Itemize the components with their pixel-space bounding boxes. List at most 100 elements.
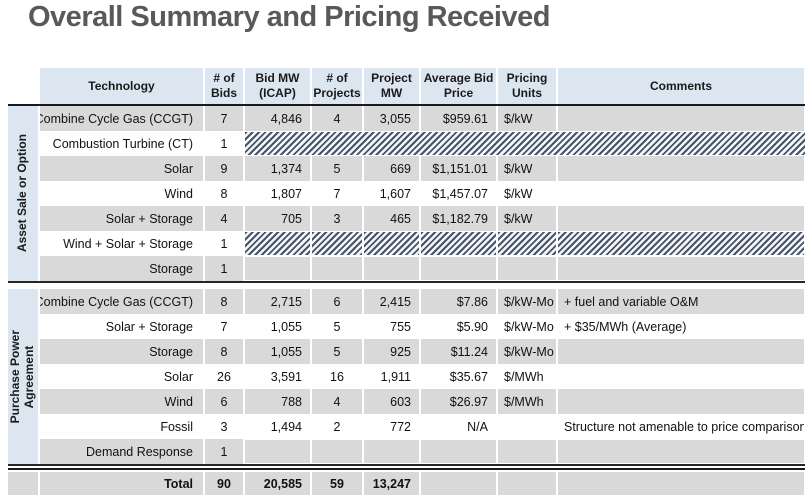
total-label-spacer (8, 472, 38, 495)
hatched-cell (364, 232, 419, 255)
projects-cell: 4 (312, 389, 362, 414)
bid-mw-cell: 2,715 (245, 289, 310, 314)
comments-cell (558, 181, 804, 206)
avg-bid-price-cell: N/A (467, 419, 488, 434)
col-header-num-projects: # of Projects (312, 68, 362, 104)
avg-bid-price-cell: $959.61 (421, 106, 496, 131)
pricing-units-cell: $/kW (498, 106, 556, 131)
bid-mw-cell: 1,807 (270, 186, 302, 201)
section-label-asset-sale-or-option: Asset Sale or Option (8, 106, 38, 281)
technology-cell: Wind (40, 389, 203, 414)
hatched-cell (421, 232, 496, 255)
bid-mw-cell: 1,494 (270, 419, 302, 434)
technology-cell: Solar (163, 369, 193, 384)
technology-cell: Combine Cycle Gas (CCGT) (40, 106, 203, 131)
bids-cell: 8 (205, 289, 243, 314)
hatched-cell (421, 257, 496, 280)
project-mw-cell: 3,055 (364, 106, 419, 131)
bid-mw-cell: 1,055 (245, 339, 310, 364)
section-label-purchase-power-agreement: Purchase Power Agreement (8, 289, 38, 464)
section-purchase-power-agreement: Purchase Power Agreement Combine Cycle Ga… (8, 289, 805, 466)
table-row: Solar 26 3,591 16 1,911 $35.67 $/MWh (40, 364, 805, 389)
table-row: Storage 8 1,055 5 925 $11.24 $/kW-Mo (40, 339, 805, 364)
col-header-average-bid-price: Average Bid Price (421, 68, 496, 104)
hatched-cell (245, 232, 310, 255)
col-header-technology: Technology (40, 68, 203, 104)
avg-bid-price-cell: $11.24 (421, 339, 496, 364)
technology-cell: Solar + Storage (40, 206, 203, 231)
avg-bid-price-cell: $7.86 (421, 289, 496, 314)
bids-cell: 1 (220, 136, 228, 151)
technology-cell: Combine Cycle Gas (CCGT) (40, 289, 203, 314)
hatched-cell (498, 257, 556, 280)
bids-cell: 8 (205, 339, 243, 364)
bids-cell: 7 (220, 319, 228, 334)
technology-cell: Storage (40, 256, 203, 281)
pricing-units-cell: $/kW-Mo (498, 289, 556, 314)
avg-bid-price-cell: $35.67 (449, 369, 488, 384)
hatched-cell (312, 257, 362, 280)
avg-bid-price-cell: $1,151.01 (421, 156, 496, 181)
hatched-cell (498, 440, 556, 463)
comments-cell (558, 156, 804, 181)
comments-cell: + fuel and variable O&M (558, 289, 804, 314)
bids-cell: 6 (205, 389, 243, 414)
table-sections: Asset Sale or Option Combine Cycle Gas (C… (8, 106, 805, 466)
table-row: Combustion Turbine (CT) 1 (40, 131, 805, 156)
bid-mw-cell: 1,374 (245, 156, 310, 181)
technology-cell: Demand Response (40, 439, 203, 464)
projects-cell: 3 (312, 206, 362, 231)
hatched-cell (364, 440, 419, 463)
bids-cell: 7 (205, 106, 243, 131)
section-rows: Combine Cycle Gas (CCGT) 8 2,715 6 2,415 $7.8… (40, 289, 805, 464)
pricing-units-cell (498, 414, 556, 439)
section-rows: Combine Cycle Gas (CCGT) 7 4,846 4 3,055 $959… (40, 106, 805, 281)
total-units-cell (498, 472, 556, 495)
hatched-cell (558, 440, 804, 463)
bid-mw-cell: 705 (245, 206, 310, 231)
pricing-units-cell: $/kW (504, 186, 533, 201)
table-row: Fossil 3 1,494 2 772 N/A Structure not amenabl… (40, 414, 805, 439)
bids-cell: 1 (220, 236, 228, 251)
bids-cell: 1 (205, 256, 243, 281)
hatched-cell (245, 132, 805, 155)
total-avg-price-cell (421, 472, 496, 495)
projects-cell: 2 (333, 419, 341, 434)
page-title: Overall Summary and Pricing Received (28, 1, 550, 33)
hatched-cell (498, 232, 556, 255)
header-bottom-border (8, 104, 805, 106)
summary-table: Technology # of Bids Bid MW (ICAP) # of … (8, 68, 805, 495)
comments-cell (558, 339, 804, 364)
project-mw-cell: 755 (390, 319, 411, 334)
table-row: Wind + Solar + Storage 1 (40, 231, 805, 256)
avg-bid-price-cell: $1,457.07 (432, 186, 488, 201)
projects-cell: 5 (312, 156, 362, 181)
table-header-row: Technology # of Bids Bid MW (ICAP) # of … (8, 68, 805, 104)
col-header-pricing-units: Pricing Units (498, 68, 556, 104)
pricing-units-cell: $/MWh (498, 389, 556, 414)
bids-cell: 1 (205, 439, 243, 464)
technology-cell: Solar + Storage (105, 319, 193, 334)
comments-cell (558, 364, 804, 389)
table-row: Wind 8 1,807 7 1,607 $1,457.07 $/kW (40, 181, 805, 206)
table-row: Wind 6 788 4 603 $26.97 $/MWh (40, 389, 805, 414)
avg-bid-price-cell: $1,182.79 (421, 206, 496, 231)
project-mw-cell: 465 (364, 206, 419, 231)
hatched-cell (312, 232, 362, 255)
bid-mw-cell: 4,846 (245, 106, 310, 131)
section-asset-sale-or-option: Asset Sale or Option Combine Cycle Gas (C… (8, 106, 805, 283)
total-label: Total (40, 472, 203, 495)
hatched-cell (364, 257, 419, 280)
col-header-comments: Comments (558, 68, 804, 104)
projects-cell: 16 (330, 369, 344, 384)
header-label-spacer (8, 68, 38, 104)
comments-cell: + $35/MWh (Average) (564, 319, 687, 334)
hatched-cell (558, 257, 804, 280)
hatched-cell (421, 440, 496, 463)
project-mw-cell: 1,607 (379, 186, 411, 201)
total-project-mw-cell: 13,247 (364, 472, 419, 495)
pricing-units-cell: $/kW-Mo (498, 339, 556, 364)
table-row: Solar + Storage 4 705 3 465 $1,182.79 $/kW (40, 206, 805, 231)
bids-cell: 4 (205, 206, 243, 231)
bid-mw-cell: 3,591 (270, 369, 302, 384)
